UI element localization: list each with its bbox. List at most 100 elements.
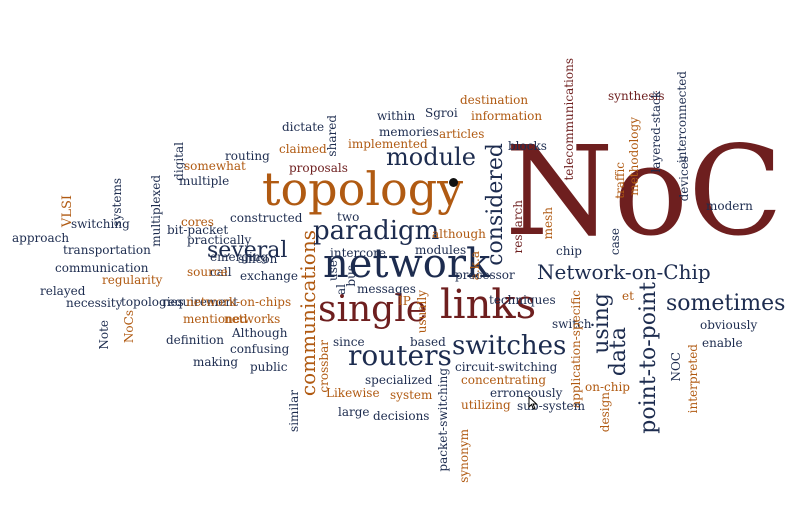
cloud-word: system [390, 388, 433, 402]
cloud-word: articles [439, 127, 485, 141]
cloud-word: usually [415, 290, 429, 334]
cloud-word: definition [166, 333, 224, 347]
cloud-word: layered-stack [649, 91, 663, 173]
cloud-word: specialized [365, 373, 433, 387]
cloud-word: enable [702, 336, 743, 350]
cloud-word: Note [97, 320, 111, 350]
cloud-word: within [377, 109, 416, 123]
cloud-word: modules [415, 243, 467, 257]
cloud-word: several [207, 238, 288, 263]
cloud-word: network-on-chips [186, 295, 292, 309]
cloud-word: chip [556, 244, 582, 258]
cloud-word: information [471, 109, 543, 123]
cloud-word: relayed [40, 284, 86, 298]
cloud-word: exchange [240, 269, 298, 283]
cloud-word: communications [296, 230, 320, 397]
cloud-word: Likewise [326, 386, 380, 400]
cloud-word: two [337, 210, 360, 224]
cloud-word: utilizing [461, 398, 511, 412]
cloud-word: research [511, 200, 525, 254]
cloud-word: making [193, 355, 239, 369]
cloud-word: NOC [669, 352, 683, 382]
cloud-word: Sgroi [425, 106, 458, 120]
cloud-word: since [333, 335, 365, 349]
cloud-word: links [440, 282, 537, 328]
cloud-word: network [323, 241, 491, 287]
cloud-word: mentioned [183, 312, 248, 326]
cloud-word: considered [483, 143, 508, 266]
cloud-word: call [210, 265, 232, 279]
cloud-word: case [608, 228, 622, 256]
cloud-word: bus [344, 265, 358, 287]
cloud-word: routing [225, 149, 270, 163]
cloud-word: destination [460, 93, 529, 107]
cloud-word: networks [224, 312, 281, 326]
decorative-dot [449, 178, 458, 187]
cloud-word: mesh [541, 207, 555, 240]
cloud-word: approach [12, 231, 70, 245]
cloud-word: source [187, 265, 228, 279]
cloud-word: methodology [627, 117, 641, 196]
cloud-word: traffic [613, 162, 627, 199]
cloud-word: application-specific [569, 290, 583, 408]
cloud-word: practically [187, 233, 252, 247]
cloud-word: systems [110, 178, 124, 227]
cloud-word: concentrating [461, 373, 547, 387]
cloud-word: interpreted [686, 344, 700, 414]
cloud-word: Although [232, 326, 288, 340]
cloud-word: obviously [700, 318, 758, 332]
cloud-word: techniques [489, 293, 556, 307]
cloud-word: silicon [238, 252, 278, 266]
cloud-word: intercore [330, 246, 387, 260]
cloud-word: confusing [230, 342, 290, 356]
cloud-word: although [432, 227, 486, 241]
cloud-word: requirement [162, 295, 238, 309]
cloud-word: packet-switching [436, 368, 450, 472]
cloud-word: use [326, 260, 340, 281]
cloud-word: public [250, 360, 288, 374]
cloud-word: NoCs [122, 310, 136, 344]
cloud-word: claimed [279, 142, 327, 156]
cloud-word: based [410, 335, 446, 349]
cloud-word: paradigm [313, 216, 440, 246]
cloud-word: single [318, 289, 428, 330]
cloud-word: large [338, 405, 370, 419]
cloud-word: telecommunications [562, 58, 576, 181]
cloud-word: transportation [63, 243, 151, 257]
cloud-word: constructed [230, 211, 303, 225]
cloud-word: shared [325, 115, 339, 157]
cloud-word: proposals [289, 161, 348, 175]
cloud-word: interconnected [675, 71, 689, 164]
cloud-word: somewhat [184, 159, 246, 173]
cloud-word: synthesis [608, 89, 665, 103]
cloud-word: decisions [373, 409, 430, 423]
cloud-word: processor [455, 268, 515, 282]
cloud-word: routers [348, 339, 452, 372]
cloud-word: blocks [508, 139, 547, 153]
cloud-word: regularity [102, 273, 163, 287]
cloud-word: using [589, 293, 614, 354]
cloud-word: necessity [66, 296, 123, 310]
cloud-word: NoC [505, 120, 784, 264]
cloud-word: emerging [210, 250, 269, 264]
cloud-word: on-chip [585, 380, 630, 394]
cloud-word: switches [452, 331, 567, 361]
cloud-word: modern [706, 199, 753, 213]
cloud-word: topologies [121, 295, 184, 309]
cloud-word: design [598, 392, 612, 433]
cloud-word: topology [262, 162, 464, 216]
cloud-word: dictate [282, 120, 325, 134]
cloud-word: messages [357, 282, 416, 296]
cloud-word: multiple [179, 174, 230, 188]
cloud-word: cores [181, 215, 214, 229]
cloud-word: point-to-point [636, 282, 661, 434]
cloud-word: module [386, 143, 476, 171]
cloud-word: synonym [457, 429, 471, 483]
cloud-word: multiplexed [149, 175, 163, 247]
cloud-word: et [622, 289, 634, 303]
cloud-word: communication [55, 261, 149, 275]
cloud-word: memories [379, 125, 439, 139]
cloud-word: bit-packet [167, 223, 229, 237]
mouse-cursor-icon [528, 396, 538, 410]
